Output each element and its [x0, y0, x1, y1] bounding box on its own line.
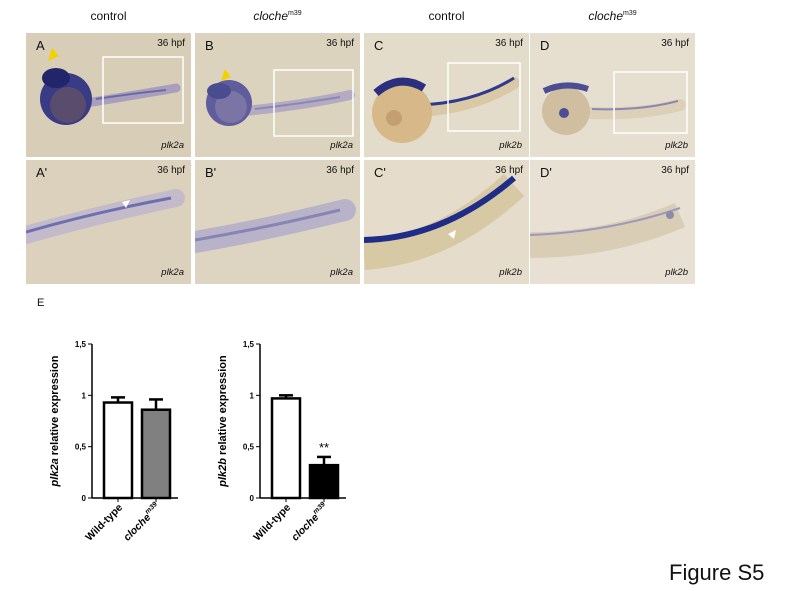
panel-label: D — [540, 38, 550, 53]
y-tick-label: 1,5 — [75, 340, 87, 349]
embryo-image — [26, 160, 191, 284]
column-header-label: control — [90, 9, 127, 23]
panel-label: C — [374, 38, 384, 53]
gene-label: plk2b — [499, 267, 522, 278]
stage-label: 36 hpf — [326, 165, 354, 176]
gene-label: plk2a — [330, 140, 353, 151]
column-header-sup: m39 — [288, 10, 302, 17]
y-tick-label: 1 — [82, 391, 87, 400]
bar — [308, 463, 340, 500]
column-header-4: clochem39 — [530, 9, 695, 23]
plk2b-expression-chart: 0 0,5 1 1,5 plk2b relative expression Wild-ty… — [217, 340, 346, 544]
bar — [102, 401, 134, 500]
column-header-label: cloche — [588, 9, 624, 23]
x-tick-label: clochem39 — [120, 501, 163, 544]
x-tick-label: clochem39 — [288, 501, 331, 544]
x-tick-label: Wild-type — [83, 502, 125, 544]
micrograph-panel-d: D 36 hpf plk2b — [530, 33, 695, 157]
column-header-1: control — [26, 9, 191, 23]
micrograph-panel-b-prime: B' 36 hpf plk2a — [195, 160, 360, 284]
y-tick-label: 0 — [250, 494, 255, 503]
y-tick-label: 0,5 — [243, 443, 255, 452]
x-tick-label-text: Wild-type — [83, 502, 125, 544]
embryo-image — [530, 33, 695, 157]
gene-label: plk2b — [499, 140, 522, 151]
x-tick-label-sup: m39 — [144, 501, 159, 516]
gene-label: plk2a — [161, 140, 184, 151]
embryo-image — [530, 160, 695, 284]
stage-label: 36 hpf — [326, 38, 354, 49]
gene-label: plk2b — [665, 267, 688, 278]
section-e-label: E — [37, 297, 45, 309]
y-axis-label: plk2a relative expression — [49, 355, 61, 487]
y-tick-label: 0,5 — [75, 443, 87, 452]
x-tick-label-text: cloche — [121, 511, 153, 543]
stage-label: 36 hpf — [661, 165, 689, 176]
x-tick-label-sup: m39 — [312, 501, 327, 516]
x-tick-label: Wild-type — [251, 502, 293, 544]
y-axis-label-gene: plk2a — [49, 458, 61, 487]
stage-label: 36 hpf — [661, 38, 689, 49]
x-tick-label-text: Wild-type — [251, 502, 293, 544]
panel-label: B' — [205, 165, 217, 180]
y-tick-label: 0 — [82, 494, 87, 503]
plk2a-expression-chart: 0 0,5 1 1,5 plk2a relative expression Wild-ty… — [49, 340, 178, 544]
stage-label: 36 hpf — [495, 38, 523, 49]
y-axis-label-rest: relative expression — [49, 355, 61, 458]
stage-label: 36 hpf — [157, 38, 185, 49]
stage-label: 36 hpf — [495, 165, 523, 176]
bar — [140, 408, 172, 500]
micrograph-panel-c-prime: C' 36 hpf plk2b — [364, 160, 529, 284]
column-header-2: clochem39 — [195, 9, 360, 23]
y-axis-label-rest: relative expression — [217, 355, 229, 458]
embryo-image — [364, 160, 529, 284]
y-tick-label: 1,5 — [243, 340, 255, 349]
gene-label: plk2a — [330, 267, 353, 278]
embryo-image — [26, 33, 191, 157]
panel-label: A — [36, 38, 45, 53]
column-header-sup: m39 — [623, 10, 637, 17]
micrograph-panel-b: B 36 hpf plk2a — [195, 33, 360, 157]
panel-label: C' — [374, 165, 386, 180]
stage-label: 36 hpf — [157, 165, 185, 176]
micrograph-panel-a: A 36 hpf plk2a — [26, 33, 191, 157]
panel-label: D' — [540, 165, 552, 180]
panel-label: A' — [36, 165, 48, 180]
column-header-label: control — [428, 9, 465, 23]
panel-label: B — [205, 38, 214, 53]
significance-label: ** — [319, 440, 329, 455]
y-axis-label: plk2b relative expression — [217, 355, 229, 488]
embryo-image — [195, 160, 360, 284]
y-tick-label: 1 — [250, 391, 255, 400]
embryo-image — [364, 33, 529, 157]
column-header-3: control — [364, 9, 529, 23]
bar — [270, 397, 302, 500]
column-header-label: cloche — [253, 9, 289, 23]
micrograph-panel-d-prime: D' 36 hpf plk2b — [530, 160, 695, 284]
embryo-image — [195, 33, 360, 157]
micrograph-panel-a-prime: A' 36 hpf plk2a — [26, 160, 191, 284]
gene-label: plk2b — [665, 140, 688, 151]
y-axis-label-gene: plk2b — [217, 458, 229, 488]
micrograph-panel-c: C 36 hpf plk2b — [364, 33, 529, 157]
figure-label: Figure S5 — [669, 560, 765, 585]
gene-label: plk2a — [161, 267, 184, 278]
